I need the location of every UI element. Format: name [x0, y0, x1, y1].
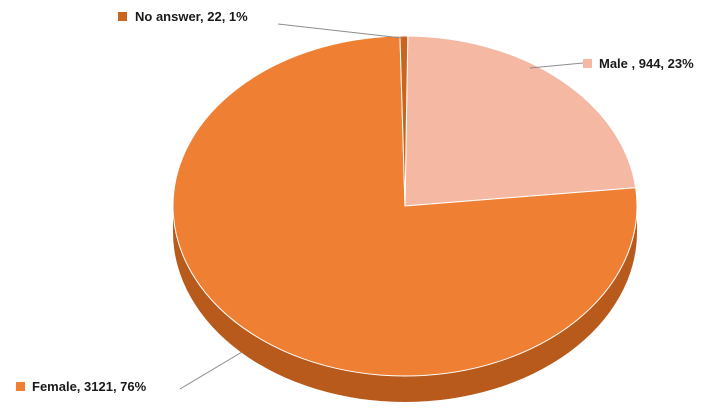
data-label-no-answer: No answer, 22, 1% — [135, 9, 248, 24]
data-label-male: Male , 944, 23% — [599, 56, 694, 71]
label-marker-male — [583, 59, 592, 68]
pie-slice-no-answer — [399, 35, 409, 207]
data-labels: No answer, 22, 1% Male , 944, 23% Female… — [16, 9, 694, 394]
pie-top-layer — [172, 35, 638, 377]
data-label-female: Female, 3121, 76% — [32, 379, 147, 394]
pie-slice-female — [172, 35, 638, 377]
pie-slice-male — [404, 35, 637, 207]
leader-lines — [179, 23, 584, 390]
label-marker-female — [16, 382, 25, 391]
label-marker-no-answer — [118, 12, 127, 21]
leader-line-no-answer — [277, 23, 403, 39]
leader-line-female — [179, 351, 243, 390]
leader-line-male — [529, 62, 584, 69]
